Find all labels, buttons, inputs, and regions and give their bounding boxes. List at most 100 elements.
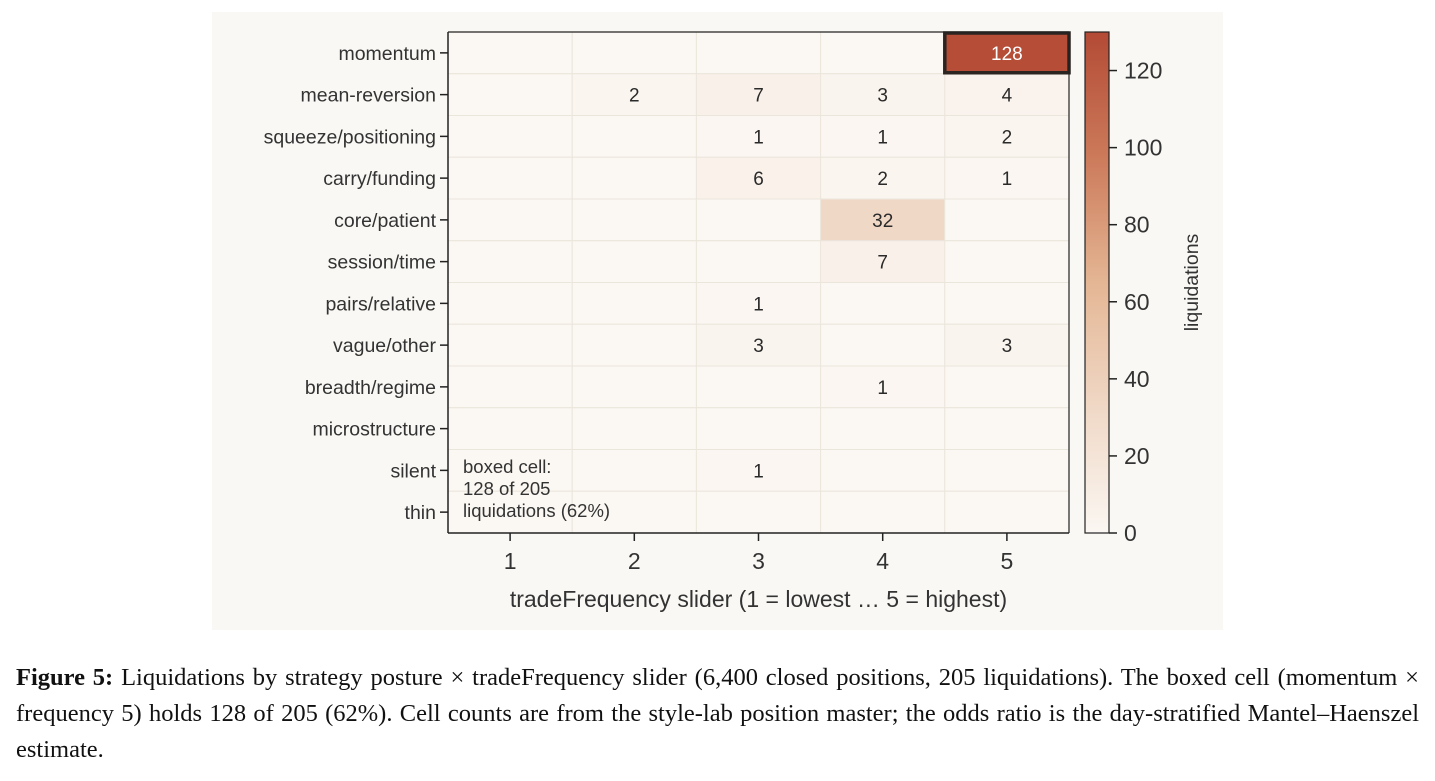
heatmap-cell (571, 198, 697, 242)
heatmap-cell (695, 73, 822, 116)
heatmap-cell (944, 240, 1070, 283)
cell-value-label: 1 (753, 127, 764, 148)
heatmap-cell (944, 115, 1070, 158)
heatmap-cell (820, 282, 946, 325)
figure-panel: 128 2 7 3 4 1 1 2 6 2 1 32 7 1 3 3 1 1 momentum mean-revers… (212, 12, 1223, 630)
heatmap-cell (695, 282, 822, 325)
x-tick-label: 3 (752, 548, 765, 574)
cell-value-label: 2 (877, 169, 888, 190)
heatmap-cell (820, 323, 946, 367)
heatmap-cell (944, 323, 1070, 367)
heatmap-cell (447, 282, 573, 325)
y-tick-label: carry/funding (323, 168, 436, 190)
y-tick-label: microstructure (312, 419, 436, 441)
cell-value-label: 3 (1002, 336, 1013, 357)
heatmap-cell (447, 240, 573, 283)
x-tick-label: 1 (504, 548, 517, 574)
heatmap-cell (695, 407, 822, 450)
heatmap-cell (571, 73, 697, 116)
heatmap-cell (820, 365, 946, 409)
heatmap-cell (820, 73, 946, 116)
heatmap-cell (447, 73, 573, 116)
colorbar-tick-label: 20 (1124, 443, 1150, 469)
cell-value-label: 7 (753, 86, 764, 107)
heatmap-cell (447, 115, 573, 158)
caption-text: Liquidations by strategy posture × trade… (16, 664, 1420, 763)
heatmap-cell (447, 490, 573, 534)
annotation-line: boxed cell: (463, 456, 551, 477)
heatmap-cell (944, 407, 1070, 450)
cell-value-label: 2 (629, 86, 640, 107)
annotation-line: 128 of 205 (463, 478, 550, 499)
colorbar-tick-label: 60 (1124, 289, 1150, 315)
heatmap-cell (447, 198, 573, 242)
heatmap-cell (571, 31, 697, 75)
heatmap-cell (695, 365, 822, 409)
heatmap-cell (695, 449, 822, 492)
heatmap-cell (695, 240, 822, 283)
y-tick-label: momentum (338, 43, 436, 65)
heatmap-cell (820, 449, 946, 492)
heatmap-cell (571, 449, 697, 492)
colorbar-tick-label: 0 (1124, 520, 1137, 546)
x-tick-label: 2 (628, 548, 641, 574)
heatmap-cell (447, 31, 573, 75)
colorbar-tick-label: 100 (1124, 135, 1162, 161)
heatmap-cell (944, 282, 1070, 325)
heatmap-cell (944, 490, 1070, 534)
x-tick-label: 4 (876, 548, 889, 574)
heatmap-cell (571, 490, 697, 534)
heatmap-cell (944, 31, 1070, 75)
cell-value-label: 1 (877, 127, 888, 148)
cell-value-label: 32 (872, 211, 893, 232)
heatmap-cell (820, 31, 946, 75)
heatmap-cell (944, 365, 1070, 409)
heatmap-cell (447, 407, 573, 450)
figure-caption: Figure 5: Liquidations by strategy postu… (16, 660, 1419, 768)
y-tick-label: mean-reversion (301, 85, 436, 107)
cell-value-label: 1 (877, 378, 888, 399)
cell-value-label: 7 (877, 253, 888, 274)
heatmap-cell (571, 407, 697, 450)
heatmap-cell (447, 323, 573, 367)
colorbar-tick-label: 120 (1124, 58, 1162, 84)
y-tick-label: core/patient (334, 210, 436, 232)
cell-value-label: 1 (753, 294, 764, 315)
heatmap-cell (447, 365, 573, 409)
y-tick-label: pairs/relative (325, 293, 436, 315)
cell-value-label: 128 (991, 44, 1023, 65)
cell-value-label: 2 (1002, 127, 1013, 148)
cell-value-label: 4 (1002, 86, 1013, 107)
cell-value-label: 6 (753, 169, 764, 190)
heatmap-cell (447, 156, 573, 200)
heatmap-cell (820, 407, 946, 450)
colorbar (1084, 31, 1110, 534)
y-tick-label: vague/other (333, 335, 437, 357)
heatmap-cell (571, 282, 697, 325)
y-tick-label: session/time (328, 252, 436, 274)
heatmap-cell (571, 115, 697, 158)
heatmap-cell (820, 198, 946, 242)
heatmap-cell (944, 449, 1070, 492)
cell-value-label: 1 (753, 461, 764, 482)
heatmap-cell (571, 365, 697, 409)
heatmap-cell (820, 490, 946, 534)
y-tick-label: thin (405, 502, 436, 524)
colorbar-tick-label: 40 (1124, 366, 1150, 392)
y-tick-label: silent (390, 460, 436, 482)
heatmap-cell (695, 490, 822, 534)
annotation-line: liquidations (62%) (463, 500, 610, 521)
cell-value-label: 3 (753, 336, 764, 357)
heatmap-cell (571, 240, 697, 283)
x-axis-label: tradeFrequency slider (1 = lowest … 5 = … (510, 586, 1007, 612)
colorbar-tick-label: 80 (1124, 212, 1150, 238)
heatmap-cell (695, 198, 822, 242)
cell-value-label: 3 (877, 86, 888, 107)
heatmap-cell (820, 156, 946, 200)
y-tick-label: squeeze/positioning (264, 126, 436, 148)
colorbar-label: liquidations (1181, 233, 1203, 331)
cell-value-label: 1 (1002, 169, 1013, 190)
heatmap-cell (695, 115, 822, 158)
caption-label: Figure 5: (16, 664, 114, 691)
